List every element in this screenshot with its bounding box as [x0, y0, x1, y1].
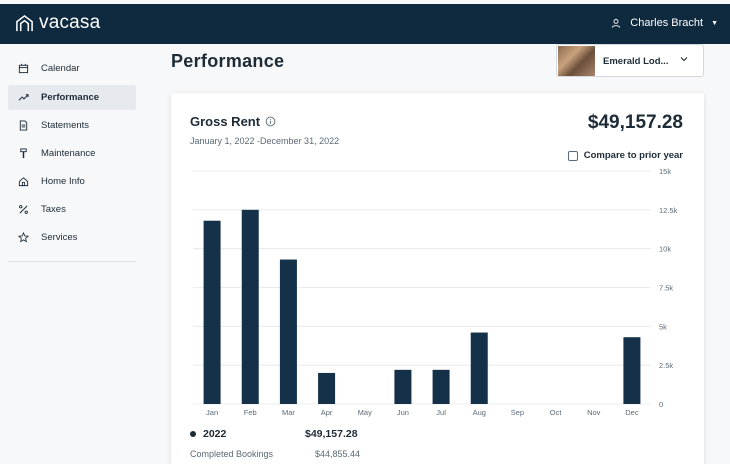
percent-icon — [19, 205, 28, 214]
x-tick-label: Mar — [282, 408, 295, 417]
bar — [318, 372, 336, 404]
gross-rent-chart: 0 2.5k 5k 7.5k 10k 12.5k 15k Jan Feb Mar Apr May Jun… — [193, 167, 678, 417]
sidebar-item-calendar[interactable]: Calendar — [8, 56, 136, 81]
x-tick-label: Oct — [550, 408, 563, 417]
sidebar-item-label: Home Info — [41, 176, 85, 187]
info-icon[interactable] — [265, 116, 276, 127]
x-tick-label: Jun — [397, 408, 409, 417]
sidebar-item-label: Maintenance — [41, 148, 96, 159]
bar — [203, 220, 221, 404]
property-name: Emerald Lod... — [603, 56, 669, 67]
x-tick-label: Aug — [473, 408, 486, 417]
sidebar-item-label: Services — [41, 232, 78, 243]
legend-dot — [190, 431, 196, 437]
bar — [279, 259, 297, 404]
y-tick-label: 15k — [659, 167, 671, 176]
calendar-icon — [18, 63, 29, 74]
logo-text: vacasa — [39, 12, 101, 33]
x-tick-label: May — [358, 408, 372, 417]
x-tick-label: Jul — [436, 408, 446, 417]
star-icon — [18, 232, 29, 243]
compare-checkbox[interactable] — [567, 150, 578, 161]
document-icon — [19, 120, 28, 131]
metric-title-text: Gross Rent — [190, 114, 261, 129]
chevron-down-icon: ▼ — [711, 19, 718, 27]
bar — [394, 369, 412, 404]
user-name: Charles Bracht — [630, 17, 704, 29]
gross-rent-card: Gross Rent January 1, 2022 -December 31,… — [171, 93, 704, 464]
x-tick-label: Nov — [587, 408, 601, 417]
completed-bookings-label: Completed Bookings — [190, 449, 274, 459]
legend-total: $49,157.28 — [305, 428, 358, 440]
home-icon — [18, 177, 29, 187]
compare-prior-year[interactable]: Compare to prior year — [567, 150, 683, 161]
bar — [623, 337, 641, 404]
sidebar-item-statements[interactable]: Statements — [8, 113, 136, 138]
sidebar-item-services[interactable]: Services — [8, 225, 136, 250]
bar — [432, 369, 450, 404]
trend-icon — [18, 94, 29, 101]
property-thumbnail — [558, 46, 595, 76]
user-icon — [612, 18, 621, 28]
x-tick-label: Dec — [625, 408, 639, 417]
y-tick-label: 5k — [659, 322, 667, 331]
sidebar-item-home-info[interactable]: Home Info — [8, 169, 136, 194]
user-menu[interactable]: Charles Bracht ▼ — [611, 17, 718, 29]
sidebar-item-label: Statements — [41, 120, 90, 131]
bar — [470, 332, 488, 404]
y-tick-label: 7.5k — [659, 284, 673, 293]
compare-label: Compare to prior year — [583, 150, 683, 161]
top-nav-bar: vacasa Charles Bracht ▼ — [0, 4, 730, 44]
y-tick-label: 10k — [659, 245, 671, 254]
y-tick-label: 2.5k — [659, 361, 673, 370]
page-title: Performance — [171, 51, 285, 71]
sidebar-item-maintenance[interactable]: Maintenance — [8, 141, 136, 166]
house-logo-icon — [16, 14, 33, 31]
property-select[interactable]: Emerald Lod... — [556, 44, 704, 77]
y-tick-label: 0 — [659, 400, 663, 409]
tool-icon — [20, 148, 27, 159]
vacasa-logo[interactable]: vacasa — [15, 12, 100, 34]
x-tick-label: Feb — [244, 408, 257, 417]
x-tick-label: Jan — [206, 408, 218, 417]
x-tick-label: Sep — [511, 408, 524, 417]
sidebar-item-label: Performance — [41, 92, 100, 103]
bar — [241, 209, 259, 404]
x-tick-label: Apr — [321, 408, 333, 417]
sidebar-item-taxes[interactable]: Taxes — [8, 197, 136, 222]
chevron-down-icon — [680, 57, 688, 62]
completed-bookings-value: $44,855.44 — [315, 449, 361, 459]
legend-year: 2022 — [203, 428, 227, 440]
sidebar: Calendar Performance Statements Maintena… — [0, 44, 146, 464]
sidebar-divider — [8, 261, 136, 262]
sidebar-item-label: Taxes — [41, 204, 66, 215]
legend-item: 2022 — [190, 428, 226, 440]
metric-title: Gross Rent — [190, 114, 276, 129]
y-tick-label: 12.5k — [659, 206, 678, 215]
gross-rent-total: $49,157.28 — [587, 112, 683, 133]
sidebar-item-performance[interactable]: Performance — [8, 85, 136, 110]
sidebar-item-label: Calendar — [41, 63, 80, 74]
date-range: January 1, 2022 -December 31, 2022 — [190, 136, 340, 146]
